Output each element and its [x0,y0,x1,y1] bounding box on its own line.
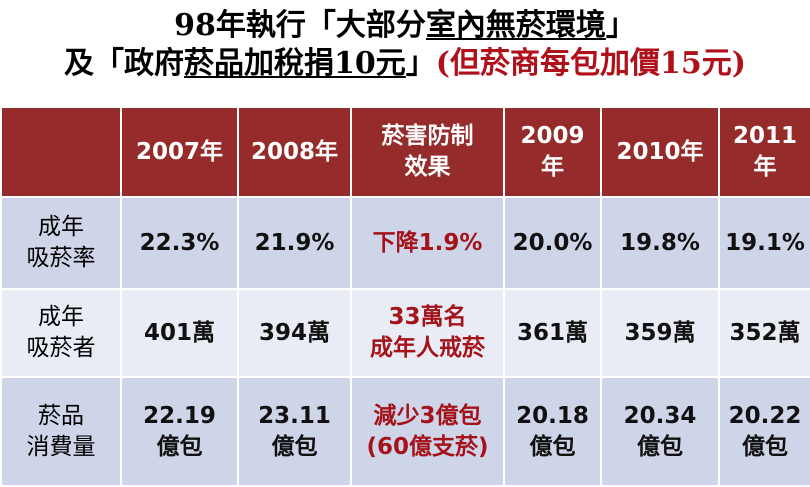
header-cell: 菸害防制 效果 [350,106,505,198]
header-cell: 2007年 [120,106,239,198]
value-cell: 22.3% [120,196,239,290]
row-label: 成年 吸菸率 [0,196,122,290]
effect-cell: 減少3億包 (60億支菸) [350,376,505,487]
effect-cell: 33萬名 成年人戒菸 [350,288,505,378]
header-cell: 2008年 [237,106,352,198]
value-cell: 23.11 億包 [237,376,352,487]
row-label: 成年 吸菸者 [0,288,122,378]
table-row: 菸品 消費量 22.19 億包 23.11 億包 減少3億包 (60億支菸) 20.18… [0,376,810,487]
effect-cell: 下降1.9% [350,196,505,290]
value-cell: 401萬 [120,288,239,378]
title-text: 」 [405,46,436,81]
value-cell: 352萬 [718,288,810,378]
title-note: (但菸商每包加價15元) [435,46,746,81]
row-label: 菸品 消費量 [0,376,122,487]
header-cell: 2010年 [600,106,720,198]
value-cell: 22.19 億包 [120,376,239,487]
value-cell: 21.9% [237,196,352,290]
table-row: 成年 吸菸者 401萬 394萬 33萬名 成年人戒菸 361萬 359萬 352萬 [0,288,810,378]
data-table: 2007年 2008年 菸害防制 效果 2009 年 2010年 2011 年 成年 吸菸… [0,106,810,487]
corner-cell [0,106,122,198]
header-cell: 2009 年 [503,106,602,198]
value-cell: 19.1% [718,196,810,290]
title-text: 」 [605,8,636,43]
header-cell: 2011 年 [718,106,810,198]
value-cell: 20.22 億包 [718,376,810,487]
title-text: 室內無菸環境 [425,8,606,43]
table-row: 成年 吸菸率 22.3% 21.9% 下降1.9% 20.0% 19.8% 19.1% [0,196,810,290]
header-row: 2007年 2008年 菸害防制 效果 2009 年 2010年 2011 年 [0,106,810,198]
value-cell: 19.8% [600,196,720,290]
value-cell: 20.0% [503,196,602,290]
title-line: 98年執行「大部分室內無菸環境」 [0,6,810,46]
title-line: 及「政府菸品加稅捐10元」(但菸商每包加價15元) [0,44,810,84]
title-text: 菸品加稅捐10元 [184,46,406,81]
value-cell: 359萬 [600,288,720,378]
title-text: 98年執行「大部分 [174,8,426,43]
title-text: 及「政府 [64,46,185,81]
value-cell: 20.18 億包 [503,376,602,487]
value-cell: 361萬 [503,288,602,378]
value-cell: 394萬 [237,288,352,378]
value-cell: 20.34 億包 [600,376,720,487]
